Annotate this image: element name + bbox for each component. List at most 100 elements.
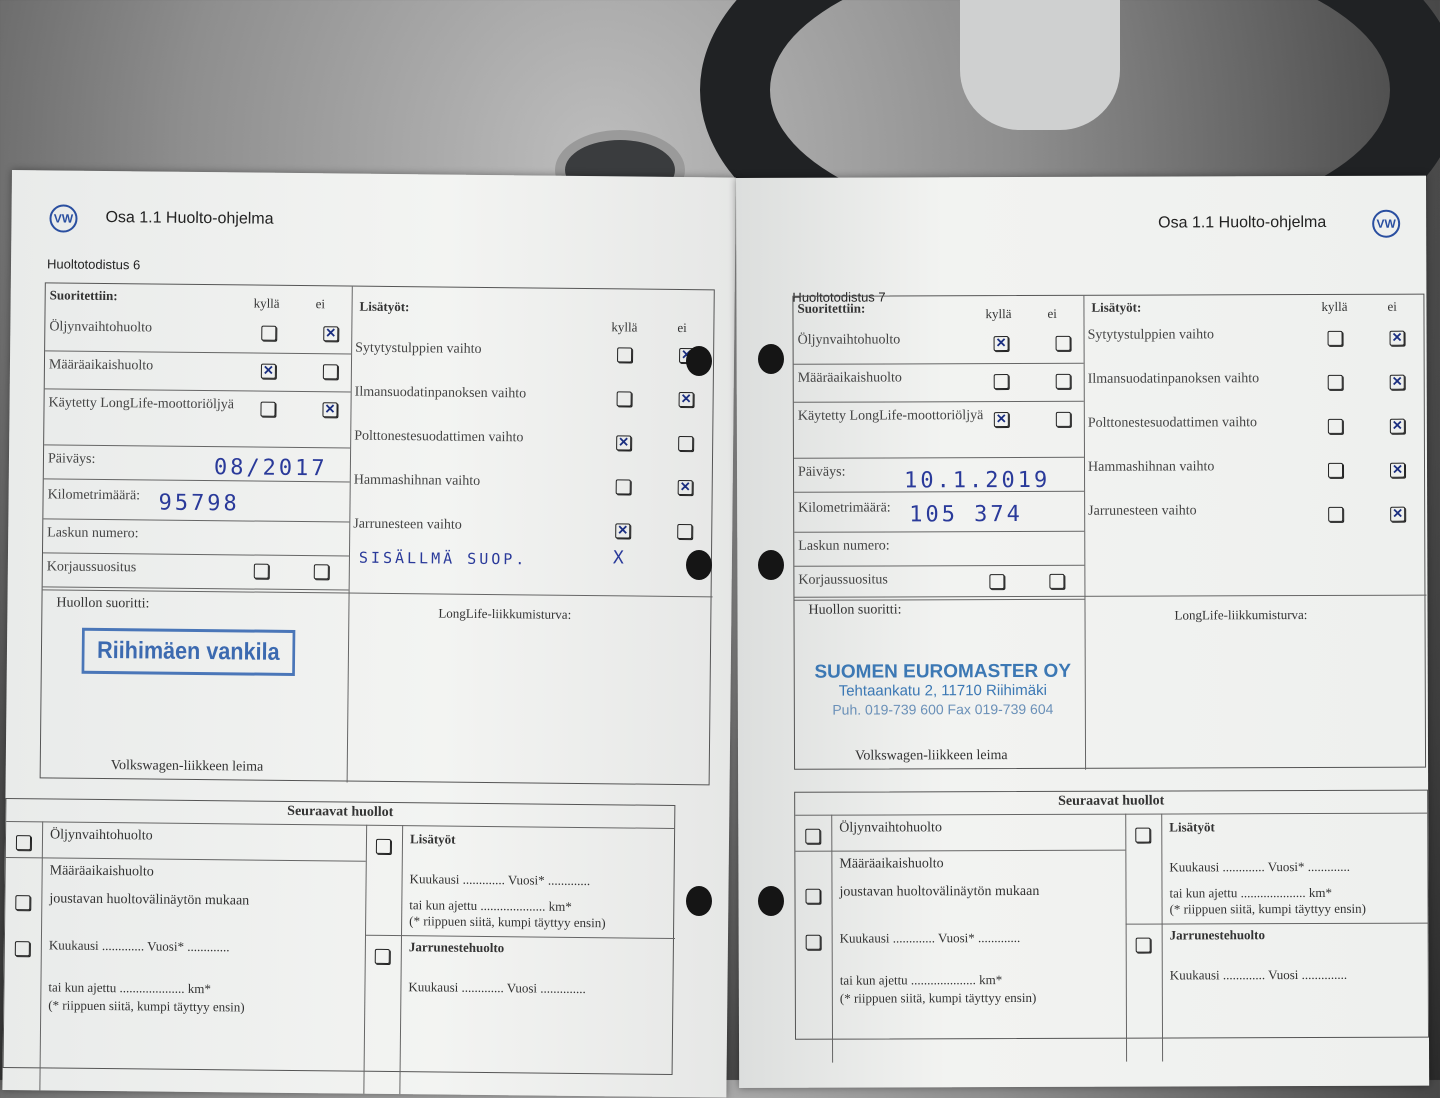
row-label: Jarrunesteen vaihto bbox=[1088, 503, 1197, 519]
repair-label: Korjaussuositus bbox=[798, 572, 888, 588]
km-value: 105 374 bbox=[909, 502, 1023, 528]
section-title: Osa 1.1 Huolto-ohjelma bbox=[1158, 213, 1327, 232]
checkbox-no[interactable]: ✕ bbox=[1390, 506, 1406, 522]
extra-row: Hammashihnan vaihto bbox=[349, 467, 713, 515]
next-extra-label: Lisätyöt bbox=[409, 831, 456, 847]
km-value: 95798 bbox=[158, 490, 240, 517]
checkbox-yes[interactable] bbox=[1328, 506, 1344, 522]
next-brake-checkbox[interactable] bbox=[374, 948, 390, 964]
next-flexible-checkbox[interactable] bbox=[15, 895, 31, 911]
handwritten-mark: X bbox=[612, 547, 627, 569]
repair-yes-checkbox[interactable] bbox=[253, 563, 269, 579]
checkbox-yes[interactable] bbox=[261, 325, 277, 341]
date-value: 08/2017 bbox=[213, 455, 328, 482]
checkbox-yes[interactable]: ✕ bbox=[993, 411, 1009, 428]
row-label: Sytytystulppien vaihto bbox=[1087, 327, 1214, 343]
checkbox-no[interactable]: ✕ bbox=[323, 325, 339, 342]
row-label: Polttonestesuodattimen vaihto bbox=[1087, 415, 1258, 431]
vw-logo: VW bbox=[49, 204, 78, 233]
checkbox-yes[interactable] bbox=[1327, 330, 1343, 346]
extra-row: Sytytystulppien vaihto bbox=[351, 335, 715, 383]
next-title: Seuraavat huollot bbox=[287, 803, 394, 821]
row-label: Polttonestesuodattimen vaihto bbox=[354, 428, 524, 446]
checkbox-no[interactable] bbox=[678, 435, 694, 452]
repair-no-checkbox[interactable] bbox=[1049, 573, 1065, 589]
binder-hole bbox=[686, 346, 712, 376]
checkbox-yes[interactable] bbox=[617, 347, 633, 363]
repair-no-checkbox[interactable] bbox=[313, 564, 329, 580]
next-extra-checkbox[interactable] bbox=[1135, 827, 1151, 843]
longlife-label: LongLife-liikkumisturva: bbox=[1174, 607, 1308, 623]
next-footnote: (* riippuen siitä, kumpi täyttyy ensin) bbox=[839, 989, 1037, 1006]
checkbox-no[interactable]: ✕ bbox=[1389, 462, 1406, 478]
checkbox-no[interactable] bbox=[677, 523, 693, 540]
checkbox-yes[interactable]: ✕ bbox=[260, 363, 276, 379]
checkbox-yes[interactable] bbox=[1327, 418, 1343, 434]
checkbox-no[interactable]: ✕ bbox=[1389, 330, 1405, 346]
invoice-label: Laskun numero: bbox=[47, 525, 139, 542]
next-services: Seuraavat huollot Öljynvaihtohuolto Määr… bbox=[794, 789, 1430, 1063]
next-extra-km: tai kun ajettu .................... km* bbox=[1169, 884, 1333, 901]
next-extra-km: tai kun ajettu .................... km* bbox=[409, 897, 572, 914]
checkbox-yes[interactable] bbox=[1327, 462, 1344, 478]
next-brake-month: Kuukausi ............. Vuosi ...........… bbox=[408, 979, 586, 997]
checkbox-no[interactable]: ✕ bbox=[1389, 374, 1405, 390]
extra-heading: Lisätyöt: bbox=[359, 298, 410, 315]
checkbox-yes[interactable] bbox=[616, 391, 632, 407]
performed-heading: Suoritettiin: bbox=[797, 300, 866, 316]
invoice-label: Laskun numero: bbox=[798, 538, 890, 554]
dealer-stamp: SUOMEN EUROMASTER OY Tehtaankatu 2, 11710… bbox=[814, 660, 1072, 718]
next-brake-checkbox[interactable] bbox=[1135, 937, 1151, 953]
done-by-label: Huollon suoritti: bbox=[56, 595, 150, 612]
next-date-checkbox[interactable] bbox=[805, 934, 821, 950]
checkbox-yes[interactable]: ✕ bbox=[616, 434, 632, 451]
row-label: Sytytystulppien vaihto bbox=[355, 340, 482, 357]
next-extra-checkbox[interactable] bbox=[375, 838, 392, 855]
checkbox-no[interactable]: ✕ bbox=[322, 401, 338, 418]
checkbox-no[interactable] bbox=[1055, 411, 1071, 427]
done-by-label: Huollon suoritti: bbox=[808, 602, 902, 618]
repair-yes-checkbox[interactable] bbox=[989, 574, 1005, 590]
next-date-checkbox[interactable] bbox=[14, 941, 30, 957]
binder-hole bbox=[758, 550, 784, 580]
km-label: Kilometrimäärä: bbox=[798, 500, 891, 516]
checkbox-no[interactable]: ✕ bbox=[677, 479, 693, 496]
dealer-stamp-label: Volkswagen-liikkeen leima bbox=[110, 758, 264, 775]
next-flexible-label: joustavan huoltovälinäytön mukaan bbox=[49, 891, 250, 909]
extra-row: Hammashihnan vaihto bbox=[1084, 453, 1426, 498]
next-km-line: tai kun ajettu .................... km* bbox=[48, 979, 212, 997]
binder-hole bbox=[758, 886, 784, 916]
next-oil-checkbox[interactable] bbox=[15, 835, 32, 851]
checkbox-no[interactable] bbox=[322, 364, 338, 380]
checkbox-yes[interactable] bbox=[260, 401, 276, 417]
yes-column: kyllä bbox=[253, 295, 280, 311]
left-page: VW Osa 1.1 Huolto-ohjelma Huoltotodistus 6… bbox=[2, 170, 736, 1098]
checkbox-yes[interactable] bbox=[615, 479, 631, 495]
checkbox-no[interactable] bbox=[1055, 335, 1071, 351]
checkbox-no[interactable]: ✕ bbox=[1389, 418, 1405, 434]
next-brake-label: Jarrunestehuolto bbox=[1169, 927, 1266, 943]
extra-row: Ilmansuodatinpanoksen vaihto bbox=[1084, 365, 1426, 410]
no-column: ei bbox=[1047, 305, 1057, 321]
binder-hole bbox=[686, 886, 712, 916]
longlife-label: LongLife-liikkumisturva: bbox=[438, 605, 572, 622]
checkbox-no[interactable] bbox=[1055, 373, 1071, 389]
next-oil-checkbox[interactable] bbox=[805, 828, 821, 844]
next-flexible-checkbox[interactable] bbox=[805, 888, 821, 904]
performed-row: Määräaikaishuolto bbox=[793, 363, 1084, 403]
yes-column: kyllä bbox=[985, 306, 1012, 322]
checkbox-yes[interactable] bbox=[993, 374, 1009, 390]
next-footnote: (* riippuen siitä, kumpi täyttyy ensin) bbox=[48, 997, 245, 1015]
km-label: Kilometrimäärä: bbox=[47, 487, 141, 504]
performed-row: Määräaikaishuolto bbox=[44, 351, 352, 393]
extra-heading: Lisätyöt: bbox=[1091, 299, 1142, 315]
binder-hole bbox=[686, 550, 712, 580]
row-label: Ilmansuodatinpanoksen vaihto bbox=[1087, 371, 1260, 387]
no-column: ei bbox=[315, 296, 326, 312]
checkbox-yes[interactable] bbox=[1327, 374, 1343, 390]
certificate-title: Huoltotodistus 6 bbox=[46, 256, 141, 273]
checkbox-no[interactable]: ✕ bbox=[678, 391, 694, 408]
checkbox-yes[interactable]: ✕ bbox=[615, 522, 631, 539]
checkbox-yes[interactable]: ✕ bbox=[993, 335, 1009, 352]
invoice-row: Laskun numero: bbox=[42, 519, 350, 557]
